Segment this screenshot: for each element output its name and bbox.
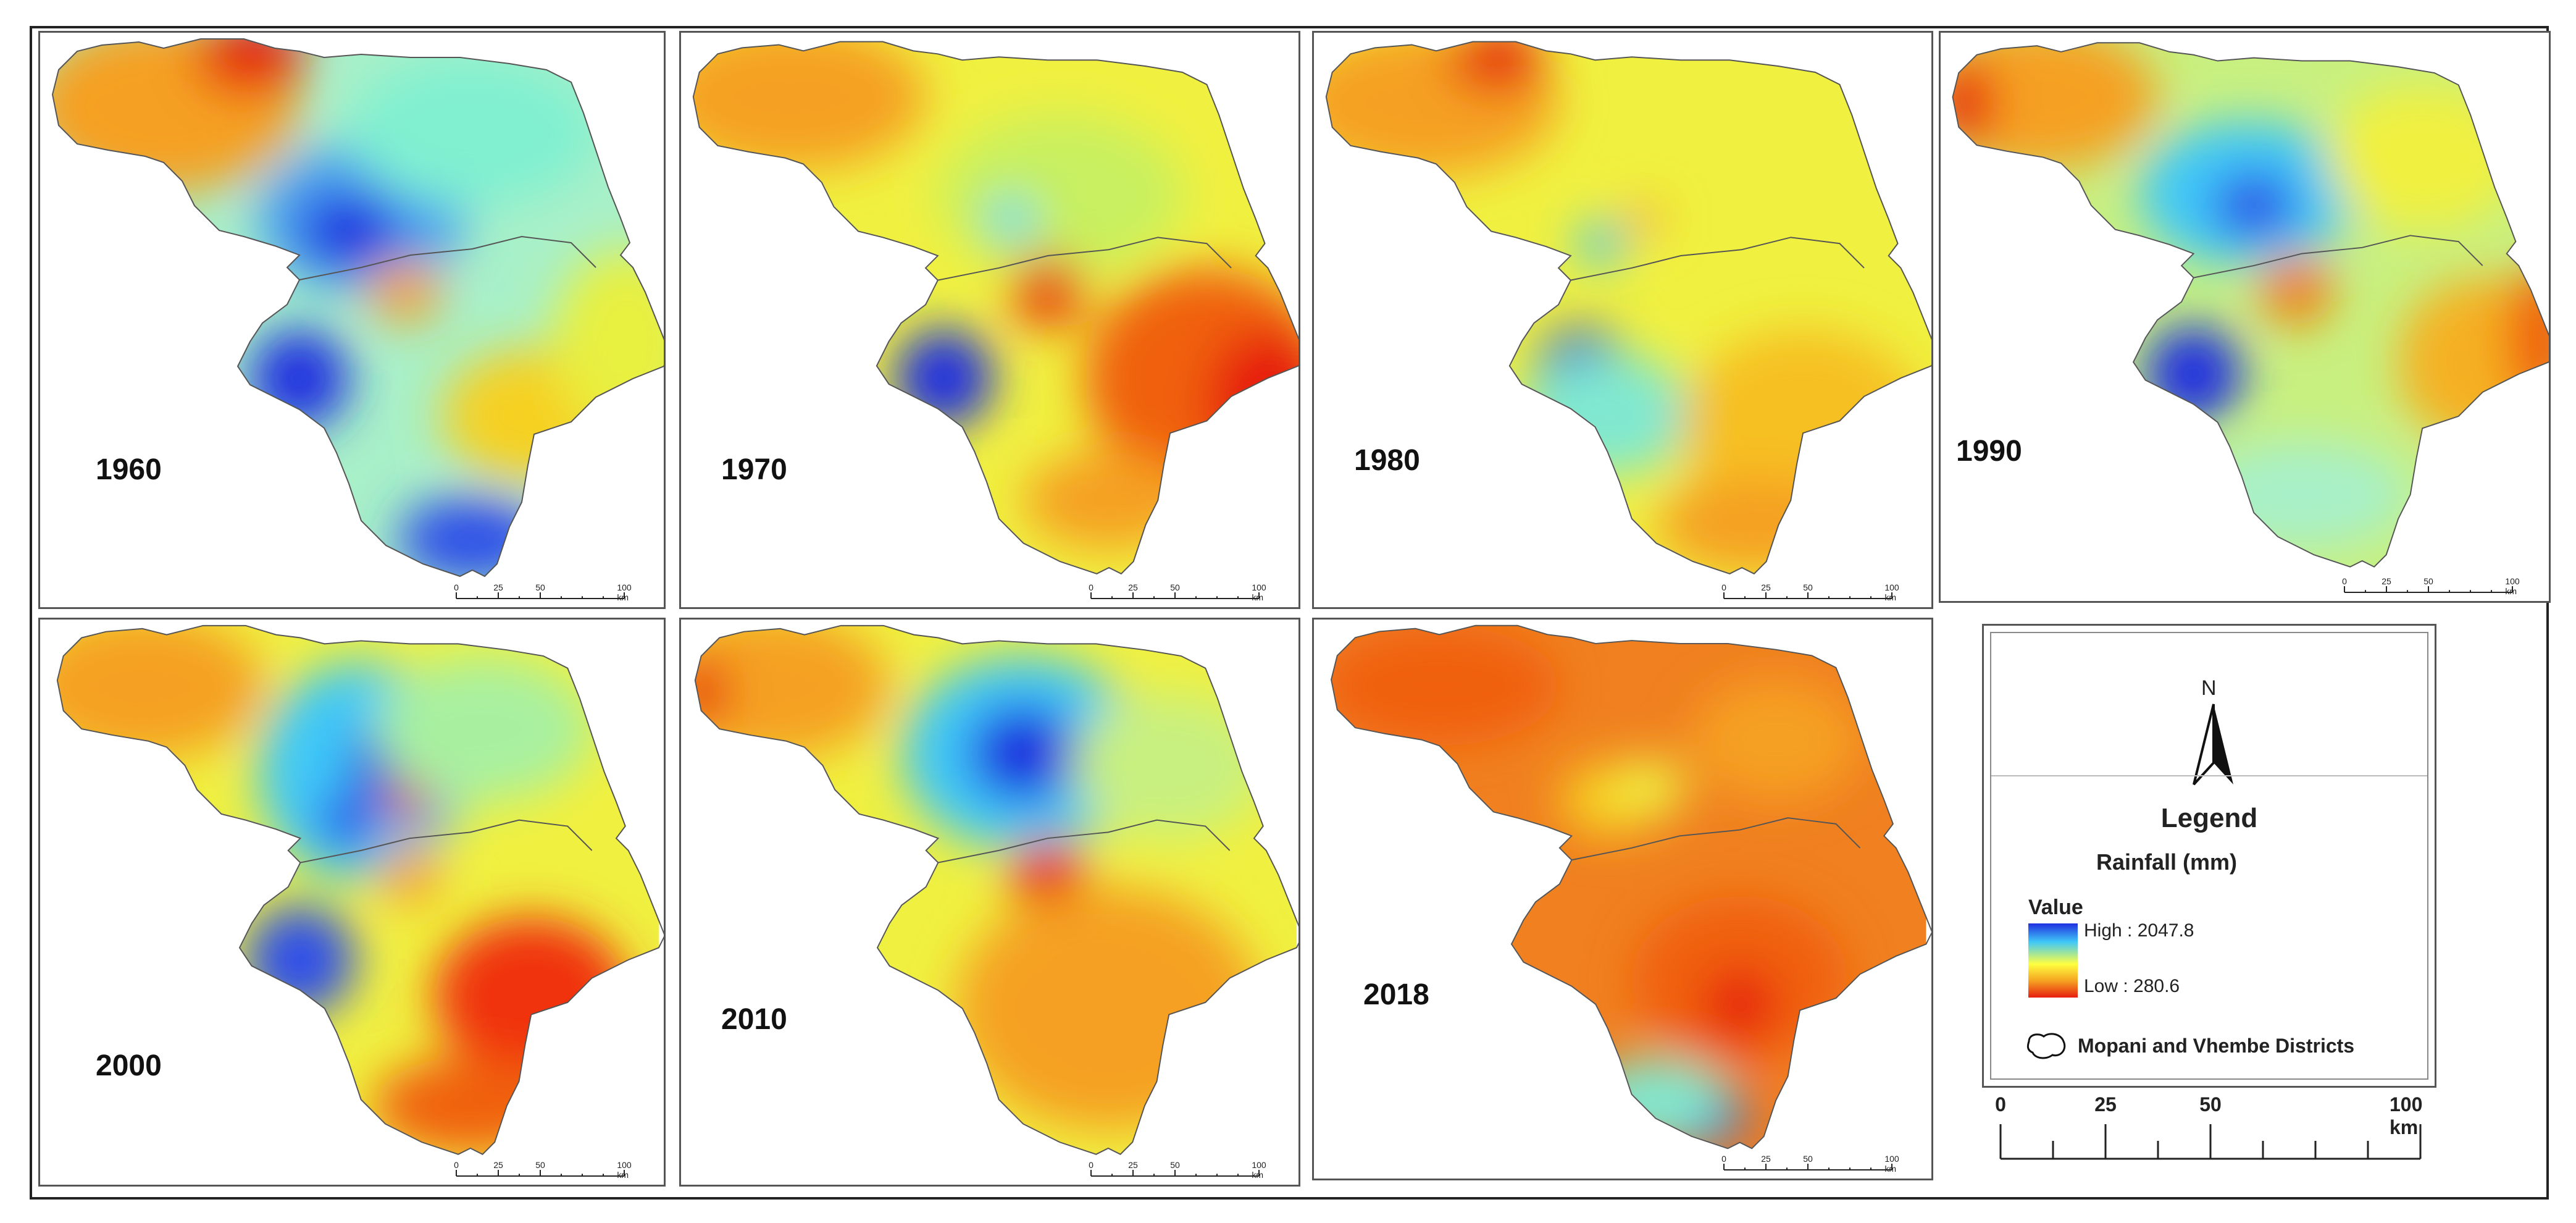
scale-tick-label: 50 [535,1160,545,1170]
scale-tick-label: 0 [1089,582,1094,592]
year-label: 2000 [96,1049,162,1082]
rainfall-map [692,41,1298,574]
legend-divider [1991,775,2427,776]
scale-bar: 0 25 50 100 km [1082,1160,1268,1180]
map-panel-1990: 1990 0 25 50 100 km [1939,31,2551,603]
scale-bar: 0 25 50 100 km [448,582,633,602]
scale-tick-label: 25 [493,582,503,592]
map-panel-1970: 1970 0 25 50 100 km [679,31,1300,609]
scale-tick-label: 100 km [617,582,632,602]
scale-tick-label: 50 [1170,1160,1180,1170]
legend-title: Legend [2160,803,2258,833]
year-label: 2018 [1363,978,1429,1011]
scale-bar-line [1999,1124,2422,1160]
scale-tick-label: 0 [454,582,459,592]
scale-bar-line [1090,592,1260,599]
year-label: 1970 [721,453,787,486]
rainfall-map [1325,41,1931,574]
scale-tick-label: 0 [2342,576,2347,586]
legend-subtitle: Rainfall (mm) [2096,849,2238,875]
legend-inner: N Legend Rainfall (mm) Value High : 2047… [1990,632,2428,1080]
rainfall-map [56,624,664,1155]
scale-tick-label: 0 [1721,582,1726,592]
scale-tick-label: 100 km [1252,582,1266,602]
rainfall-map [694,624,1298,1155]
legend-high: High : 2047.8 [2084,920,2194,941]
scale-bar-line [1090,1170,1260,1177]
map-panel-2000: 2000 0 25 50 100 km [38,618,666,1187]
scale-tick-label: 0 [1089,1160,1094,1170]
scale-tick-label: 25 [1128,582,1138,592]
scale-tick-label: 25 [1761,1154,1771,1164]
scale-tick-label: 100 km [2390,1093,2423,1138]
north-arrow-icon [2193,704,2233,786]
scale-tick-label: 100 km [1884,582,1899,602]
scale-tick-label: 50 [1803,582,1813,592]
scale-tick-label: 25 [1761,582,1771,592]
scale-bar-line [2344,586,2513,593]
legend-color-ramp [2028,923,2078,998]
scale-bar: 0 25 50 100 km [1715,1154,1901,1174]
north-label: N [2201,676,2217,700]
scale-tick-label: 25 [2094,1093,2117,1116]
scale-tick-label: 50 [2423,576,2433,586]
scale-bar-line [456,1170,625,1177]
scale-tick-label: 0 [454,1160,459,1170]
scale-tick-label: 0 [1995,1093,2006,1116]
scale-bar: 0 25 50 100 km [1715,582,1901,602]
scale-tick-label: 100 km [1252,1160,1266,1180]
scale-tick-label: 100 km [1884,1154,1899,1174]
scale-tick-label: 100 km [2505,576,2520,596]
map-panel-1960: 1960 0 25 50 100 km [38,31,666,609]
scale-tick-label: 0 [1721,1154,1726,1164]
scale-tick-label: 25 [1128,1160,1138,1170]
map-panel-2018: 2018 0 25 50 100 km [1312,618,1933,1180]
rainfall-map [1331,624,1931,1149]
scale-bar: 0 25 50 100 km [2336,576,2521,596]
district-outline-icon [2026,1033,2066,1059]
scale-bar-line [1723,1164,1892,1170]
rainfall-map [1952,42,2549,568]
scale-tick-label: 50 [1170,582,1180,592]
scale-bar: 0 25 50 100 km [1082,582,1268,602]
legend-districts: Mopani and Vhembe Districts [2078,1035,2355,1057]
scale-tick-label: 100 km [617,1160,632,1180]
scale-tick-label: 50 [1803,1154,1813,1164]
map-panel-2010: 2010 0 25 50 100 km [679,618,1300,1187]
year-label: 1980 [1354,444,1420,477]
scale-bar-line [1723,592,1892,599]
scale-bar-line [456,592,625,599]
scale-tick-label: 50 [535,582,545,592]
year-label: 1960 [96,453,162,486]
legend: N Legend Rainfall (mm) Value High : 2047… [1982,624,2436,1088]
rainfall-map [52,38,664,577]
scale-bar: 0 25 50 100 km [448,1160,633,1180]
legend-value-label: Value [2028,896,2083,919]
year-label: 1990 [1956,435,2022,468]
year-label: 2010 [721,1003,787,1036]
legend-low: Low : 280.6 [2084,976,2180,996]
scale-tick-label: 25 [493,1160,503,1170]
scale-tick-label: 25 [2382,576,2391,586]
scale-tick-label: 50 [2199,1093,2222,1116]
map-panel-1980: 1980 0 25 50 100 km [1312,31,1933,609]
legend-scale-bar: 0 25 50 100 km [1939,1093,2482,1186]
